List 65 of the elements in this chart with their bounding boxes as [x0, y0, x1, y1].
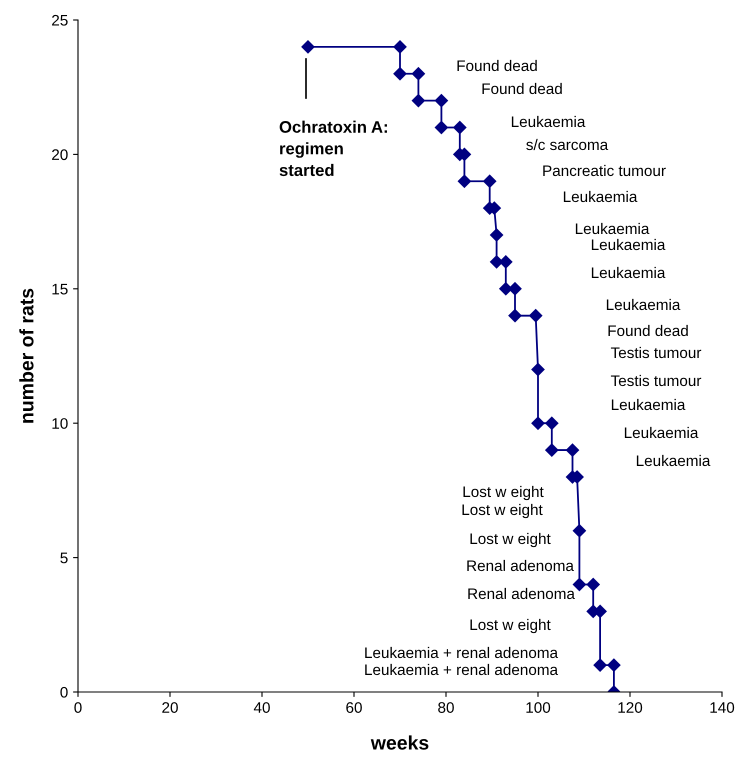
annotation: Ochratoxin A: regimen started — [280, 120, 387, 176]
point — [434, 94, 448, 108]
point — [607, 658, 620, 672]
annotation: s/c sarcoma — [526, 138, 608, 150]
annotation: Renal adenoma — [468, 588, 575, 600]
annotation: Leukaemia — [576, 222, 650, 234]
point — [529, 309, 542, 322]
annotation: Lost w eight — [463, 486, 544, 500]
point — [508, 309, 522, 322]
point — [594, 658, 607, 672]
annotation: Lost w eight — [470, 618, 551, 634]
point — [572, 524, 586, 538]
annotation: Leukaemia + renal adenoma — [365, 664, 558, 676]
point — [453, 120, 466, 134]
annotation: Testis tumour — [610, 346, 702, 358]
x-tick-label: 0 — [74, 702, 82, 713]
y-tick-label: 10 — [52, 418, 68, 429]
x-tick-label: 60 — [346, 702, 362, 713]
y-tick-label: 5 — [60, 552, 68, 564]
point — [301, 40, 315, 54]
y-axis-title: number of rats — [19, 288, 34, 423]
annotation: Renal adenoma — [467, 560, 574, 572]
x-tick-label: 100 — [526, 702, 550, 713]
x-axis-title: weeks — [370, 735, 428, 750]
annotation: Leukaemia — [592, 238, 666, 250]
point — [545, 416, 558, 430]
x-tick-label: 40 — [254, 702, 270, 713]
annotation: Leukaemia — [606, 298, 680, 310]
y-tick-label: 25 — [52, 14, 68, 26]
annotation: Leukaemia — [592, 266, 666, 278]
point — [545, 443, 558, 457]
annotation: Leukaemia — [512, 116, 586, 128]
annotation: Leukaemia — [636, 454, 710, 466]
point — [434, 120, 448, 134]
point — [458, 174, 471, 188]
annotation: Found dead — [608, 324, 688, 336]
annotation: Leukaemia — [624, 426, 698, 438]
annotation: Leukaemia — [564, 190, 638, 202]
point — [490, 228, 504, 242]
point — [483, 174, 496, 188]
annotation: Found dead — [482, 82, 562, 94]
point — [586, 578, 600, 592]
annotation: Found dead — [457, 60, 537, 72]
annotation: Leukaemia — [612, 398, 686, 410]
annotation: Lost w eight — [470, 532, 551, 548]
point — [393, 67, 407, 80]
x-tick-label: 20 — [162, 702, 178, 713]
point — [499, 255, 512, 269]
point — [566, 443, 580, 457]
x-tick-label: 80 — [438, 702, 454, 713]
point — [393, 40, 407, 54]
x-tick-label: 120 — [618, 702, 642, 713]
point — [531, 362, 545, 376]
y-tick-label: 0 — [60, 686, 68, 698]
annotation: Lost w eight — [462, 504, 543, 518]
y-tick-label: 15 — [52, 284, 68, 294]
annotation: Testis tumour — [610, 374, 702, 386]
point — [412, 94, 425, 108]
point — [412, 67, 425, 80]
point — [531, 416, 545, 430]
annotation: Pancreatic tumour — [543, 164, 666, 176]
point — [490, 255, 504, 269]
x-tick-label: 140 — [710, 702, 734, 713]
y-tick-label: 20 — [52, 149, 68, 160]
annotation: Leukaemia + renal adenoma — [365, 646, 558, 658]
